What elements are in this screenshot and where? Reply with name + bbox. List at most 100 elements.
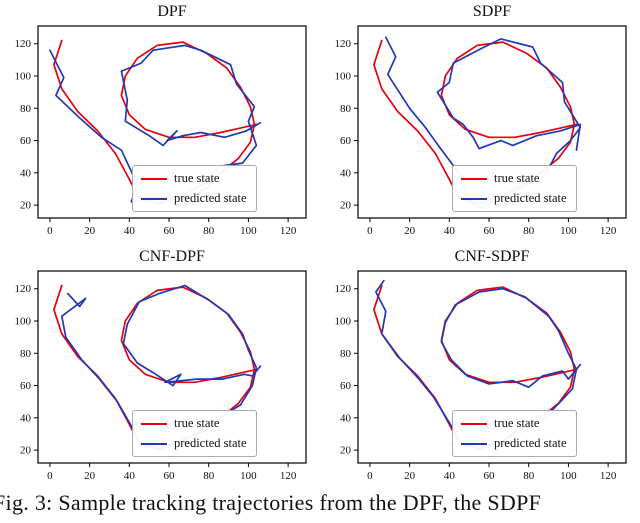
svg-text:100: 100 bbox=[240, 225, 257, 237]
subplot-cnf-dpf: CNF-DPF 0 20 40 60 80 100 120 20 40 60 80 100 120 tr… bbox=[0, 245, 320, 490]
legend-line-icon-predicted bbox=[461, 197, 487, 200]
legend-item-true-state: true state bbox=[461, 416, 567, 431]
legend-item-true-state: true state bbox=[461, 171, 567, 186]
svg-text:20: 20 bbox=[20, 200, 32, 212]
svg-text:60: 60 bbox=[340, 135, 352, 147]
svg-text:120: 120 bbox=[600, 225, 617, 237]
legend: true state predicted state bbox=[132, 165, 257, 212]
legend-line-icon-true bbox=[461, 177, 487, 180]
legend-line-icon-true bbox=[141, 422, 167, 425]
plot-area: 0 20 40 60 80 100 120 20 40 60 80 100 120 true state… bbox=[320, 22, 640, 245]
plot-title: SDPF bbox=[472, 3, 512, 20]
plot-canvas: 0 20 40 60 80 100 120 20 40 60 80 100 120 bbox=[335, 25, 627, 237]
legend: true state predicted state bbox=[452, 410, 577, 457]
svg-text:100: 100 bbox=[335, 71, 352, 83]
legend: true state predicted state bbox=[132, 410, 257, 457]
legend-label: predicted state bbox=[494, 191, 567, 205]
svg-text:60: 60 bbox=[164, 225, 176, 237]
legend-label: true state bbox=[494, 171, 540, 185]
svg-text:60: 60 bbox=[484, 470, 496, 482]
svg-text:100: 100 bbox=[240, 470, 257, 482]
svg-text:80: 80 bbox=[340, 348, 352, 360]
svg-text:40: 40 bbox=[340, 412, 352, 424]
svg-text:40: 40 bbox=[444, 470, 456, 482]
plot-area: 0 20 40 60 80 100 120 20 40 60 80 100 120 true state… bbox=[0, 22, 320, 245]
legend-label: true state bbox=[174, 416, 220, 430]
svg-text:20: 20 bbox=[340, 445, 352, 457]
plot-canvas: 0 20 40 60 80 100 120 20 40 60 80 100 120 bbox=[15, 270, 307, 482]
svg-text:80: 80 bbox=[20, 348, 32, 360]
svg-text:100: 100 bbox=[560, 470, 577, 482]
svg-text:60: 60 bbox=[20, 380, 32, 392]
plot-canvas: 0 20 40 60 80 100 120 20 40 60 80 100 120 bbox=[335, 270, 627, 482]
svg-text:60: 60 bbox=[20, 135, 32, 147]
svg-text:20: 20 bbox=[404, 470, 416, 482]
svg-text:80: 80 bbox=[20, 103, 32, 115]
subplot-grid: DPF 0 20 40 60 80 100 120 20 40 60 80 100 120 true s… bbox=[0, 0, 640, 490]
svg-text:40: 40 bbox=[20, 167, 32, 179]
subplot-dpf: DPF 0 20 40 60 80 100 120 20 40 60 80 100 120 true s… bbox=[0, 0, 320, 245]
svg-text:80: 80 bbox=[523, 470, 535, 482]
svg-text:120: 120 bbox=[15, 283, 32, 295]
svg-text:40: 40 bbox=[444, 225, 456, 237]
svg-text:120: 120 bbox=[335, 38, 352, 50]
caption-text: Fig. 3: Sample tracking trajectories fro… bbox=[0, 490, 542, 515]
legend-line-icon-predicted bbox=[141, 197, 167, 200]
plot-canvas: 0 20 40 60 80 100 120 20 40 60 80 100 120 bbox=[15, 25, 307, 237]
svg-text:0: 0 bbox=[367, 225, 373, 237]
plot-title: CNF-SDPF bbox=[454, 248, 530, 265]
svg-text:20: 20 bbox=[84, 470, 96, 482]
svg-text:20: 20 bbox=[340, 200, 352, 212]
svg-text:100: 100 bbox=[15, 71, 32, 83]
figure-caption: Fig. 3: Sample tracking trajectories fro… bbox=[0, 490, 640, 523]
plot-title: DPF bbox=[157, 3, 187, 20]
plot-title: CNF-DPF bbox=[139, 248, 205, 265]
legend-label: predicted state bbox=[174, 436, 247, 450]
legend-label: true state bbox=[174, 171, 220, 185]
svg-text:60: 60 bbox=[164, 470, 176, 482]
legend-item-predicted-state: predicted state bbox=[461, 191, 567, 206]
legend-label: predicted state bbox=[174, 191, 247, 205]
svg-text:60: 60 bbox=[484, 225, 496, 237]
legend-item-predicted-state: predicted state bbox=[141, 436, 247, 451]
legend-item-predicted-state: predicted state bbox=[461, 436, 567, 451]
svg-text:80: 80 bbox=[203, 225, 215, 237]
legend-item-predicted-state: predicted state bbox=[141, 191, 247, 206]
svg-text:120: 120 bbox=[15, 38, 32, 50]
svg-text:100: 100 bbox=[335, 316, 352, 328]
legend-line-icon-true bbox=[141, 177, 167, 180]
svg-text:120: 120 bbox=[280, 470, 297, 482]
svg-text:80: 80 bbox=[203, 470, 215, 482]
svg-text:120: 120 bbox=[280, 225, 297, 237]
legend-item-true-state: true state bbox=[141, 171, 247, 186]
svg-text:80: 80 bbox=[340, 103, 352, 115]
svg-text:100: 100 bbox=[560, 225, 577, 237]
legend-line-icon-predicted bbox=[141, 442, 167, 445]
svg-text:20: 20 bbox=[404, 225, 416, 237]
legend-label: predicted state bbox=[494, 436, 567, 450]
legend-line-icon-true bbox=[461, 422, 487, 425]
plot-area: 0 20 40 60 80 100 120 20 40 60 80 100 120 true state… bbox=[320, 267, 640, 490]
svg-text:40: 40 bbox=[124, 225, 136, 237]
svg-text:40: 40 bbox=[340, 167, 352, 179]
svg-text:120: 120 bbox=[335, 283, 352, 295]
subplot-cnf-sdpf: CNF-SDPF 0 20 40 60 80 100 120 20 40 60 80 100 120 t… bbox=[320, 245, 640, 490]
plot-area: 0 20 40 60 80 100 120 20 40 60 80 100 120 true state… bbox=[0, 267, 320, 490]
svg-text:0: 0 bbox=[47, 225, 53, 237]
legend-line-icon-predicted bbox=[461, 442, 487, 445]
svg-text:0: 0 bbox=[47, 470, 53, 482]
legend: true state predicted state bbox=[452, 165, 577, 212]
svg-text:40: 40 bbox=[124, 470, 136, 482]
svg-text:20: 20 bbox=[84, 225, 96, 237]
svg-text:20: 20 bbox=[20, 445, 32, 457]
svg-text:120: 120 bbox=[600, 470, 617, 482]
svg-text:0: 0 bbox=[367, 470, 373, 482]
svg-text:80: 80 bbox=[523, 225, 535, 237]
svg-text:100: 100 bbox=[15, 316, 32, 328]
legend-item-true-state: true state bbox=[141, 416, 247, 431]
subplot-sdpf: SDPF 0 20 40 60 80 100 120 20 40 60 80 100 120 true … bbox=[320, 0, 640, 245]
svg-text:40: 40 bbox=[20, 412, 32, 424]
legend-label: true state bbox=[494, 416, 540, 430]
svg-text:60: 60 bbox=[340, 380, 352, 392]
